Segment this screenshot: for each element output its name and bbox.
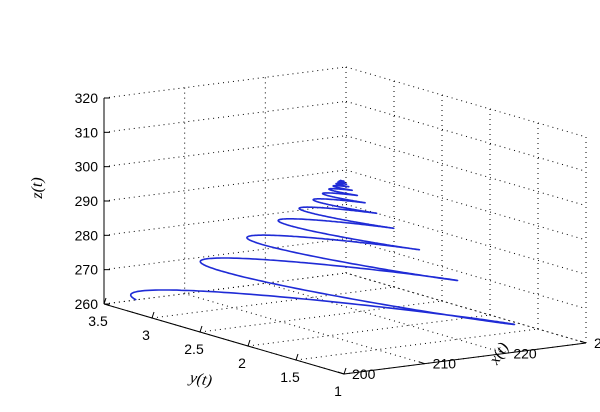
series-line-0 <box>129 179 516 326</box>
z-tick-label: 300 <box>75 159 99 175</box>
x-tick-mark <box>499 350 506 354</box>
z-tick-label: 270 <box>75 262 99 278</box>
x-tick-mark <box>579 340 587 344</box>
grid-line-floor-y <box>295 328 539 361</box>
y-axis-line <box>103 303 345 375</box>
y-tick-label: 1 <box>334 383 342 399</box>
x-tick-label: 210 <box>433 356 457 372</box>
grid-line-back-z <box>103 66 347 99</box>
grid-line-back-z <box>103 100 347 133</box>
grid-line-back-z <box>103 135 347 168</box>
series-layer <box>129 179 516 326</box>
z-tick-label: 280 <box>75 227 99 243</box>
y-tick-mark <box>343 367 347 375</box>
grid-line-floor-x <box>265 282 506 354</box>
z-tick-label: 310 <box>75 124 99 140</box>
x-axis-line <box>343 342 587 375</box>
grid-line-side-z <box>345 272 587 344</box>
axes-layer <box>103 98 587 375</box>
x-tick-label: 230 <box>594 335 600 351</box>
grid-line-back-z <box>103 272 347 305</box>
y-axis-label: y(t) <box>186 369 213 390</box>
z-tick-label: 290 <box>75 193 99 209</box>
y-tick-mark <box>247 339 251 347</box>
grid-line-back-z <box>103 169 347 202</box>
grid-line-side-z <box>345 203 587 275</box>
grid-line-floor-y <box>151 286 395 319</box>
grid-line-back-z <box>103 203 347 236</box>
x-tick-mark <box>337 371 345 375</box>
grid-line-floor-y <box>247 314 491 347</box>
x-tick-label: 220 <box>513 345 537 361</box>
y-tick-mark <box>199 325 203 333</box>
x-tick-label: 200 <box>352 366 376 382</box>
grid-line-floor-y <box>199 300 443 333</box>
grid-line-floor-x <box>184 293 425 365</box>
z-tick-label: 260 <box>75 296 99 312</box>
x-tick-mark <box>418 361 425 365</box>
grid-line-side-z <box>345 238 587 310</box>
grid-line-side-z <box>345 169 587 241</box>
x-axis-label: x(t) <box>486 340 513 369</box>
grid-line-side-z <box>345 100 587 172</box>
y-tick-label: 3 <box>142 327 150 343</box>
y-tick-label: 2.5 <box>184 341 204 357</box>
z-axis-label: z(t) <box>29 177 46 199</box>
ticks-layer: 260 270 280 290 300 310 320 1 1.5 2 2.5 3 3.5 200 210 2… <box>75 90 600 399</box>
y-tick-label: 1.5 <box>280 369 300 385</box>
y-tick-label: 2 <box>238 355 246 371</box>
grid-line-side-z <box>345 66 587 138</box>
z-tick-label: 320 <box>75 90 99 106</box>
grid-layer <box>103 66 587 375</box>
y-tick-mark <box>151 311 155 319</box>
y-tick-mark <box>103 297 107 305</box>
y-tick-mark <box>295 353 299 361</box>
grid-line-side-z <box>345 135 587 207</box>
grid-line-back-z <box>103 238 347 271</box>
y-tick-label: 3.5 <box>88 313 108 329</box>
